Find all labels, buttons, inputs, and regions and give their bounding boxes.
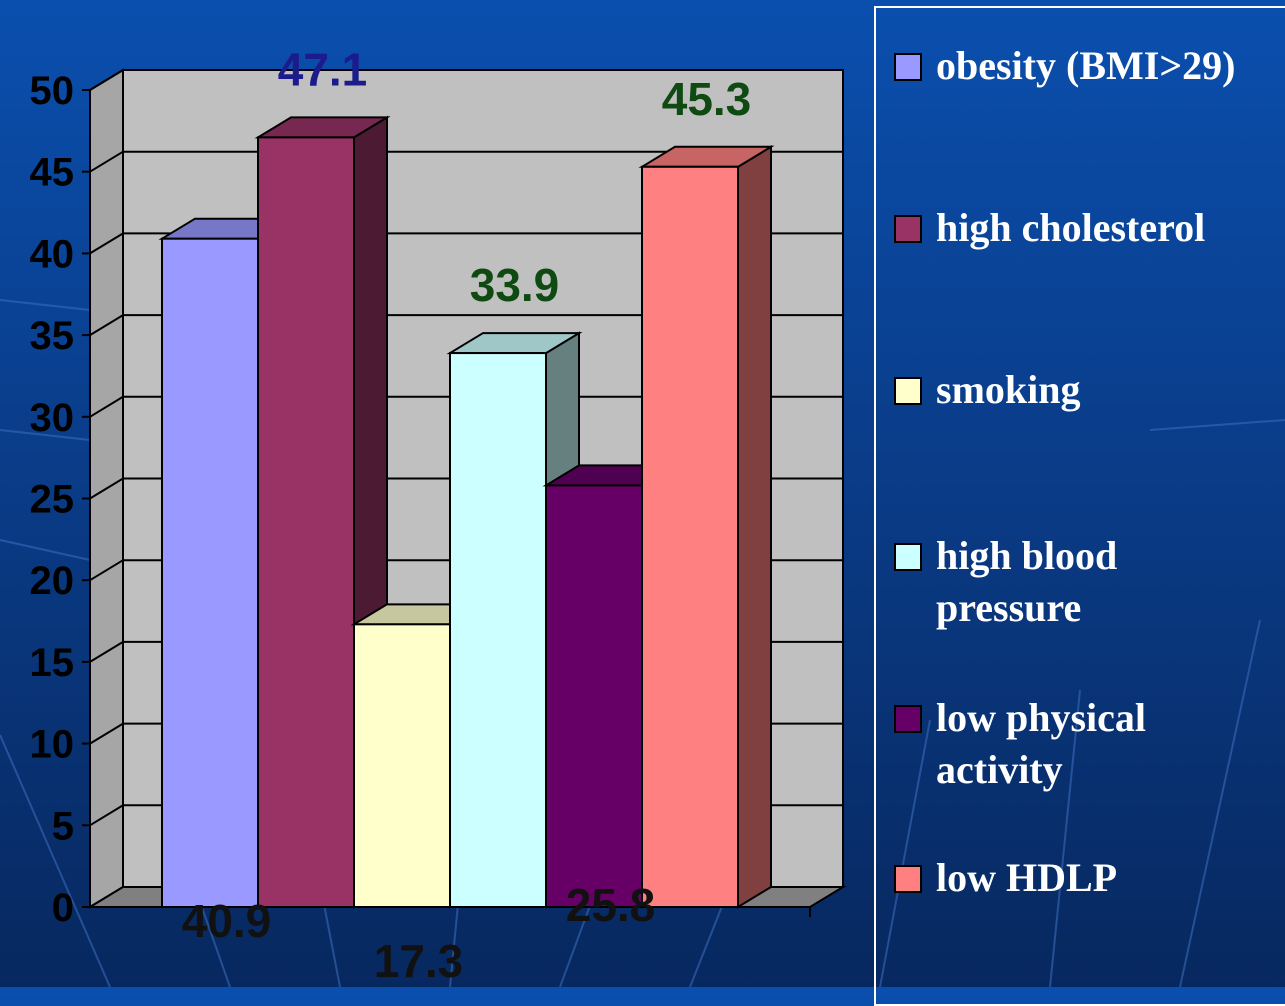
bar-chart: 0 5 10 15 20 25 30 35 40 45 50 40.9 47.1 17.3 33.9 25.… — [30, 43, 847, 987]
bar-front — [257, 136, 355, 909]
y-tick-label: 0 — [52, 886, 74, 930]
bar-front — [449, 352, 547, 909]
chart-bars — [158, 115, 775, 909]
gridline — [89, 395, 843, 418]
data-labels: 40.9 47.1 17.3 33.9 25.8 45.3 — [182, 43, 752, 987]
y-tick-label: 40 — [30, 232, 75, 276]
legend-label: smoking — [936, 367, 1081, 412]
data-label: 25.8 — [566, 879, 656, 931]
legend-label: low physical activity — [936, 695, 1147, 792]
y-tick-label: 15 — [30, 641, 75, 685]
legend-label: high blood pressure — [936, 533, 1118, 630]
data-label: 40.9 — [182, 895, 272, 947]
legend-item: high blood pressure — [894, 530, 1274, 634]
bar-front — [161, 237, 259, 909]
data-label: 33.9 — [470, 259, 560, 311]
legend-label: high cholesterol — [936, 205, 1206, 250]
gridline — [89, 69, 843, 91]
data-label: 17.3 — [374, 935, 464, 987]
y-tick-label: 5 — [52, 804, 74, 848]
bar — [638, 145, 775, 909]
legend-item: low physical activity — [894, 692, 1274, 796]
decor-line — [879, 719, 931, 987]
legend-swatch — [894, 865, 922, 893]
legend-item: low HDLP — [894, 852, 1274, 904]
gridline — [89, 314, 843, 336]
y-tick-label: 35 — [30, 314, 75, 358]
data-label: 47.1 — [278, 43, 368, 95]
legend-label: obesity (BMI>29) — [936, 43, 1236, 88]
decor-line — [0, 429, 91, 441]
legend-swatch — [894, 215, 922, 243]
legend-swatch — [894, 705, 922, 733]
bar-front — [641, 165, 739, 909]
y-tick-label: 25 — [30, 478, 75, 522]
legend-swatch — [894, 543, 922, 571]
legend-item: high cholesterol — [894, 202, 1274, 254]
legend-swatch — [894, 377, 922, 405]
bar-front — [545, 484, 643, 908]
decor-line — [0, 734, 111, 987]
y-tick-label: 45 — [30, 151, 75, 195]
legend-item: obesity (BMI>29) — [894, 40, 1274, 92]
gridline — [89, 150, 843, 173]
data-label: 45.3 — [662, 73, 752, 125]
y-tick-label: 10 — [30, 723, 75, 767]
decor-line — [1049, 689, 1081, 987]
decor-line — [0, 539, 91, 561]
y-tick-label: 20 — [30, 559, 75, 603]
y-tick-label: 50 — [30, 69, 75, 113]
bar-side — [737, 145, 772, 909]
decor-line — [1179, 619, 1261, 987]
gridline — [89, 232, 843, 255]
decor-line — [0, 299, 91, 311]
legend-item: smoking — [894, 364, 1274, 416]
decor-line — [1149, 419, 1285, 431]
bar-front — [353, 623, 451, 908]
legend-label: low HDLP — [936, 855, 1118, 900]
legend-swatch — [894, 53, 922, 81]
y-tick-label: 30 — [30, 396, 75, 440]
